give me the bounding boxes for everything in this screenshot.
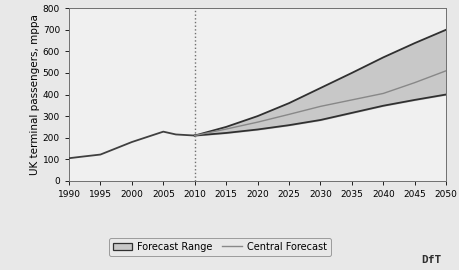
Text: DfT: DfT: [420, 255, 441, 265]
Legend: Forecast Range, Central Forecast: Forecast Range, Central Forecast: [109, 238, 330, 255]
Y-axis label: UK terminal passengers, mppa: UK terminal passengers, mppa: [30, 14, 40, 175]
